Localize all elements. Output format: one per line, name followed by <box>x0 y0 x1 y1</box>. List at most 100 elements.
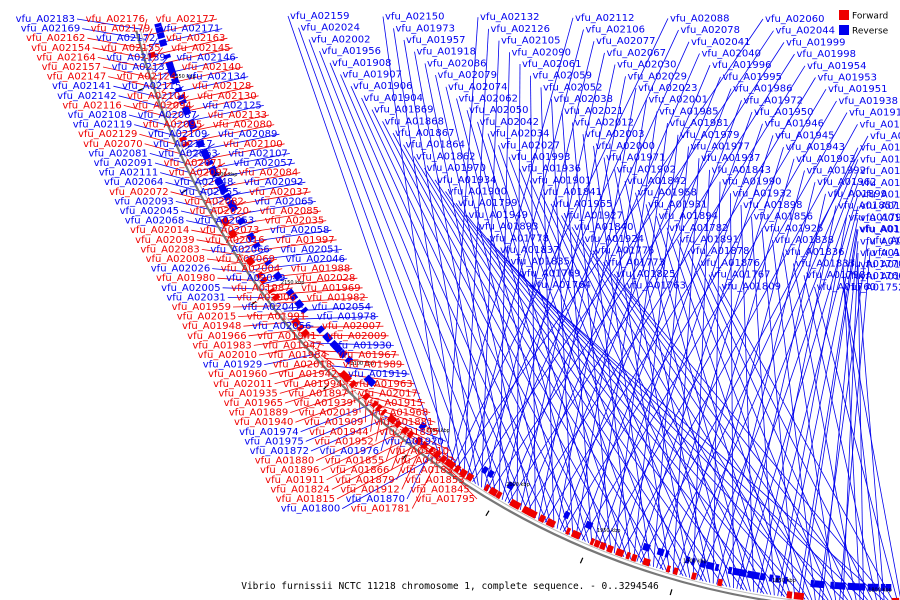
gene-label[interactable]: vfu_A02070 <box>83 139 142 150</box>
gene-label[interactable]: vfu_A01978 <box>317 312 376 323</box>
gene-label[interactable]: vfu_A01907 <box>343 70 402 81</box>
gene-label[interactable]: vfu_A01905 <box>860 143 900 154</box>
gene-label[interactable]: vfu_A02089 <box>218 129 277 140</box>
gene-label[interactable]: vfu_A01906 <box>353 81 412 92</box>
gene-label[interactable]: vfu_A01959 <box>172 302 231 313</box>
gene-label[interactable]: vfu_A01939 <box>294 398 353 409</box>
gene-label[interactable]: vfu_A02031 <box>166 292 225 303</box>
gene-label[interactable]: vfu_A02061 <box>522 59 581 70</box>
gene-label[interactable]: vfu_A02040 <box>702 49 761 60</box>
gene-label[interactable]: vfu_A02004 <box>221 264 280 275</box>
gene-label[interactable]: vfu_A01995 <box>723 72 782 83</box>
gene-label[interactable]: vfu_A02001 <box>649 95 708 106</box>
gene-label[interactable]: vfu_A01993 <box>511 152 570 163</box>
gene-label[interactable]: vfu_A01942 <box>278 369 337 380</box>
gene-label[interactable]: vfu_A01791 <box>849 212 900 223</box>
gene-label[interactable]: vfu_A01927 <box>564 211 623 222</box>
gene-label[interactable]: vfu_A01896 <box>260 465 319 476</box>
gene-label[interactable]: vfu_A02142 <box>57 91 116 102</box>
gene-label[interactable]: vfu_A01842 <box>627 176 686 187</box>
gene-label[interactable]: vfu_A01889 <box>229 408 288 419</box>
gene-label[interactable]: vfu_A01920 <box>384 436 443 447</box>
gene-label[interactable]: vfu_A02063 <box>158 148 217 159</box>
gene-label[interactable]: vfu_A02176 <box>86 14 145 25</box>
gene-label[interactable]: vfu_A02147 <box>47 72 106 83</box>
gene-label[interactable]: vfu_A02038 <box>554 94 613 105</box>
gene-label[interactable]: vfu_A01843 <box>712 165 771 176</box>
gene-label[interactable]: vfu_A01775 <box>595 246 654 257</box>
gene-label[interactable]: vfu_A02179 <box>91 24 150 35</box>
gene-label[interactable]: vfu_A01908 <box>332 58 391 69</box>
gene-label[interactable]: vfu_A01834 <box>400 465 459 476</box>
gene-label[interactable]: vfu_A01922 <box>395 456 454 467</box>
gene-label[interactable]: vfu_A01915 <box>364 398 423 409</box>
gene-label[interactable]: vfu_A01778 <box>490 233 549 244</box>
gene-label[interactable]: vfu_A02005 <box>161 283 220 294</box>
gene-label[interactable]: vfu_A01945 <box>775 130 834 141</box>
gene-label[interactable]: vfu_A02172 <box>96 33 155 44</box>
gene-label[interactable]: vfu_A02105 <box>501 36 560 47</box>
gene-label[interactable]: vfu_A02073 <box>200 225 259 236</box>
gene-label[interactable]: vfu_A02088 <box>670 13 729 24</box>
gene-label[interactable]: vfu_A01955 <box>553 199 612 210</box>
gene-label[interactable]: vfu_A02164 <box>36 52 95 63</box>
gene-label[interactable]: vfu_A02157 <box>42 62 101 73</box>
gene-label[interactable]: vfu_A02083 <box>140 244 199 255</box>
gene-label[interactable]: vfu_A02052 <box>543 82 602 93</box>
gene-label[interactable]: vfu_A01835 <box>511 257 570 268</box>
gene-label[interactable]: vfu_A01867 <box>395 128 454 139</box>
gene-label[interactable]: vfu_A01845 <box>410 484 469 495</box>
gene-label[interactable]: vfu_A01998 <box>797 49 856 60</box>
gene-label[interactable]: vfu_A02018 <box>273 360 332 371</box>
gene-label[interactable]: vfu_A01913 <box>870 131 900 142</box>
gene-label[interactable]: vfu_A01891 <box>680 235 739 246</box>
gene-label[interactable]: vfu_A01975 <box>244 436 303 447</box>
gene-label[interactable]: vfu_A01971 <box>606 153 665 164</box>
gene-label[interactable]: vfu_A01898 <box>743 200 802 211</box>
gene-label[interactable]: vfu_A02082 <box>184 196 243 207</box>
gene-label[interactable]: vfu_A02008 <box>146 254 205 265</box>
gene-label[interactable]: vfu_A01937 <box>701 153 760 164</box>
gene-label[interactable]: vfu_A02115 <box>122 81 181 92</box>
gene-label[interactable]: vfu_A01769 <box>521 268 580 279</box>
gene-label[interactable]: vfu_A01894 <box>659 211 718 222</box>
gene-label[interactable]: vfu_A02159 <box>290 11 349 22</box>
gene-label[interactable]: vfu_A02029 <box>628 71 687 82</box>
gene-label[interactable]: vfu_A01980 <box>156 273 215 284</box>
gene-label[interactable]: vfu_A01924 <box>585 234 644 245</box>
gene-label[interactable]: vfu_A01953 <box>818 73 877 84</box>
gene-label[interactable]: vfu_A01956 <box>322 46 381 57</box>
gene-label[interactable]: vfu_A02116 <box>62 100 121 111</box>
gene-label[interactable]: vfu_A01943 <box>786 142 845 153</box>
gene-label[interactable]: vfu_A02079 <box>438 70 497 81</box>
gene-label[interactable]: vfu_A02134 <box>187 72 246 83</box>
gene-label[interactable]: vfu_A01774 <box>872 247 900 258</box>
gene-label[interactable]: vfu_A01916 <box>849 108 900 119</box>
gene-label[interactable]: vfu_A01932 <box>733 188 792 199</box>
gene-label[interactable]: vfu_A02066 <box>210 244 269 255</box>
gene-label[interactable]: vfu_A02091 <box>94 158 153 169</box>
gene-label[interactable]: vfu_A02050 <box>469 105 528 116</box>
gene-label[interactable]: vfu_A02056 <box>252 321 311 332</box>
gene-label[interactable]: vfu_A01903 <box>796 154 855 165</box>
gene-label[interactable]: vfu_A01909 <box>304 417 363 428</box>
gene-label[interactable]: vfu_A02000 <box>596 141 655 152</box>
gene-label[interactable]: vfu_A02046 <box>286 254 345 265</box>
gene-label[interactable]: vfu_A01969 <box>301 283 360 294</box>
gene-label[interactable]: vfu_A01996 <box>712 60 771 71</box>
gene-label[interactable]: vfu_A02129 <box>78 129 137 140</box>
gene-label[interactable]: vfu_A02060 <box>765 14 824 25</box>
gene-label[interactable]: vfu_A01892 <box>859 224 900 235</box>
gene-label[interactable]: vfu_A02133 <box>208 110 267 121</box>
gene-label[interactable]: vfu_A02125 <box>202 100 261 111</box>
gene-label[interactable]: vfu_A01869 <box>374 105 433 116</box>
gene-label[interactable]: vfu_A01967 <box>338 350 397 361</box>
gene-label[interactable]: vfu_A01919 <box>348 369 407 380</box>
gene-label[interactable]: vfu_A01914 <box>860 119 900 130</box>
gene-label[interactable]: vfu_A01912 <box>340 484 399 495</box>
gene-label[interactable]: vfu_A01840 <box>574 222 633 233</box>
gene-label[interactable]: vfu_A02093 <box>114 196 173 207</box>
gene-label[interactable]: vfu_A02048 <box>174 177 233 188</box>
gene-label[interactable]: vfu_A02034 <box>490 129 549 140</box>
gene-label[interactable]: vfu_A01986 <box>733 84 792 95</box>
